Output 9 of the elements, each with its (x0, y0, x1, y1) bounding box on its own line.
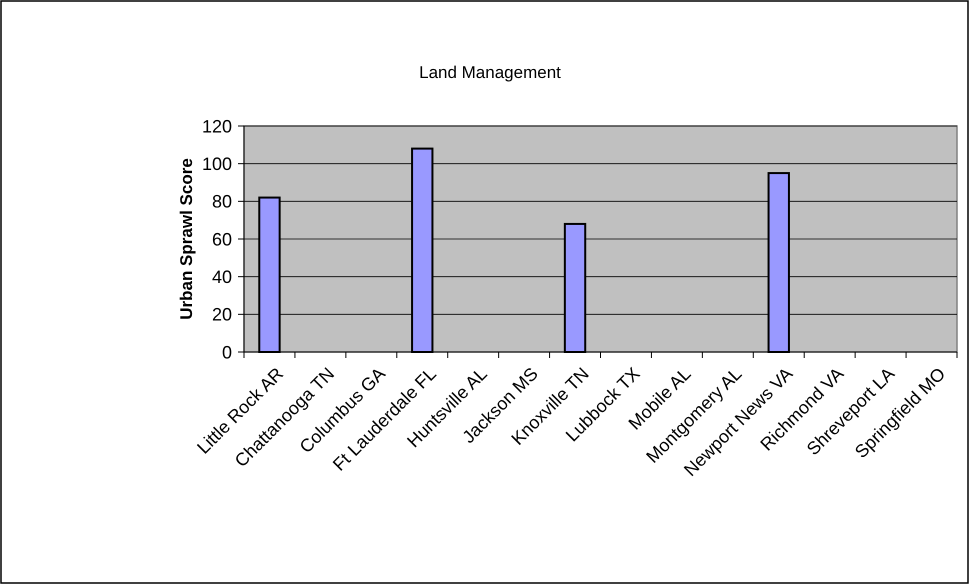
y-tick-label: 60 (212, 229, 232, 250)
y-tick-label: 80 (212, 192, 232, 212)
y-tick-label: 120 (202, 116, 232, 136)
y-tick-label: 40 (212, 266, 232, 287)
y-tick-label: 0 (222, 342, 232, 362)
y-tick-label: 100 (202, 154, 232, 174)
chart-title: Land Management (419, 63, 562, 82)
y-axis-title: Urban Sprawl Score (177, 158, 196, 320)
y-tick-label: 20 (212, 304, 232, 325)
